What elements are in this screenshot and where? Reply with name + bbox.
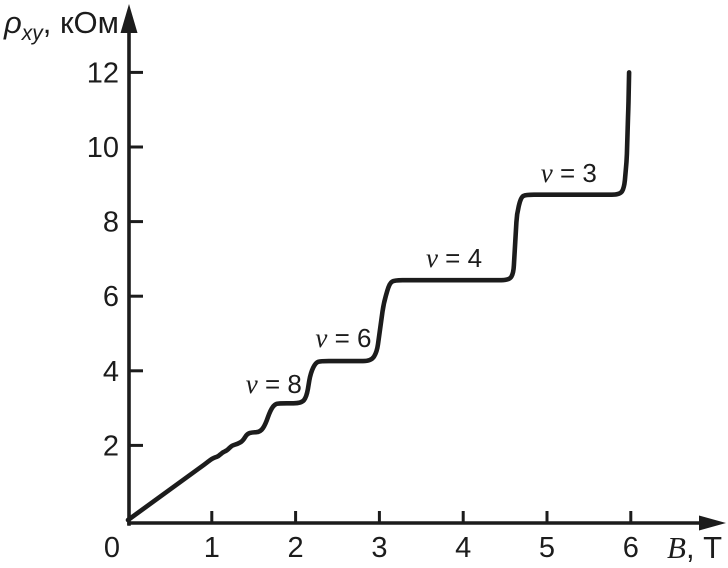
y-tick-label: 12 <box>87 57 119 89</box>
tick-marks <box>130 70 633 523</box>
hall-resistivity-curve <box>125 70 632 523</box>
nu-value: = 6 <box>327 323 371 353</box>
nu-symbol: ν <box>541 158 553 188</box>
plateau-label-nu-4: ν = 4 <box>426 243 482 273</box>
y-axis-unit: , кОм <box>43 5 119 40</box>
plateau-label-nu-3: ν = 3 <box>541 158 597 188</box>
nu-symbol: ν <box>246 369 258 399</box>
rho-subscript: xy <box>21 22 45 45</box>
nu-value: = 8 <box>258 369 302 399</box>
y-tick-label: 4 <box>103 356 119 388</box>
nu-symbol: ν <box>426 243 438 273</box>
x-axis-unit: , Т <box>686 530 722 565</box>
y-axis-title: ρxy, кОм <box>3 5 119 45</box>
x-axis-arrowhead <box>699 515 726 531</box>
y-tick-label: 8 <box>103 207 119 239</box>
x-tick-label: 0 <box>104 532 120 564</box>
rho-symbol: ρ <box>3 5 22 40</box>
plateau-annotations: ν = 8ν = 6ν = 4ν = 3 <box>246 158 597 399</box>
x-tick-label: 1 <box>204 532 220 564</box>
x-tick-label: 6 <box>623 532 639 564</box>
y-tick-label: 2 <box>103 430 119 462</box>
plateau-label-nu-8: ν = 8 <box>246 369 302 399</box>
y-axis-arrowhead <box>120 4 138 33</box>
x-tick-label: 2 <box>288 532 304 564</box>
x-tick-label: 5 <box>539 532 555 564</box>
x-tick-label: 3 <box>371 532 387 564</box>
y-tick-label: 10 <box>87 132 119 164</box>
b-symbol: B <box>667 530 686 565</box>
nu-value: = 4 <box>438 243 482 273</box>
plateau-label-nu-6: ν = 6 <box>315 323 371 353</box>
x-tick-label: 4 <box>455 532 471 564</box>
nu-value: = 3 <box>553 158 597 188</box>
y-tick-label: 6 <box>103 281 119 313</box>
x-axis-title: B, Т <box>667 530 722 565</box>
nu-symbol: ν <box>315 323 327 353</box>
